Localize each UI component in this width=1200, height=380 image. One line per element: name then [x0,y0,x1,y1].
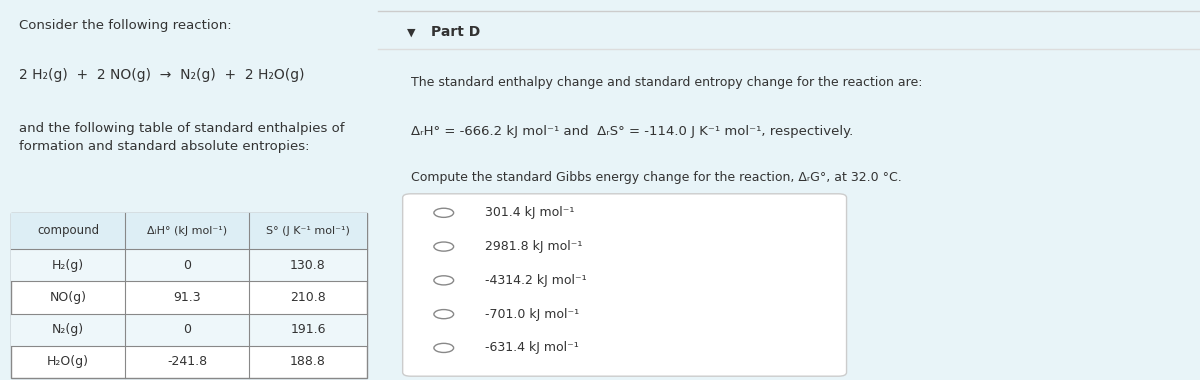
Text: 2 H₂(g)  +  2 NO(g)  →  N₂(g)  +  2 H₂O(g): 2 H₂(g) + 2 NO(g) → N₂(g) + 2 H₂O(g) [19,68,305,82]
Text: Consider the following reaction:: Consider the following reaction: [19,19,232,32]
Text: -4314.2 kJ mol⁻¹: -4314.2 kJ mol⁻¹ [485,274,587,287]
Text: and the following table of standard enthalpies of
formation and standard absolut: and the following table of standard enth… [19,122,344,153]
Text: 301.4 kJ mol⁻¹: 301.4 kJ mol⁻¹ [485,206,575,219]
Text: -701.0 kJ mol⁻¹: -701.0 kJ mol⁻¹ [485,308,578,321]
Text: compound: compound [37,224,100,238]
FancyBboxPatch shape [11,314,367,346]
Text: H₂(g): H₂(g) [52,258,84,272]
Text: NO(g): NO(g) [49,291,86,304]
FancyBboxPatch shape [11,249,367,281]
Text: 0: 0 [184,258,191,272]
FancyBboxPatch shape [403,194,846,376]
Text: 130.8: 130.8 [290,258,326,272]
Text: The standard enthalpy change and standard entropy change for the reaction are:: The standard enthalpy change and standar… [410,76,923,89]
Text: N₂(g): N₂(g) [52,323,84,336]
Text: 210.8: 210.8 [290,291,326,304]
Text: 0: 0 [184,323,191,336]
Text: 91.3: 91.3 [174,291,202,304]
FancyBboxPatch shape [11,213,367,378]
Text: 2981.8 kJ mol⁻¹: 2981.8 kJ mol⁻¹ [485,240,582,253]
Text: -241.8: -241.8 [167,355,208,369]
Text: ΔᵢH° (kJ mol⁻¹): ΔᵢH° (kJ mol⁻¹) [148,226,227,236]
Text: ▼: ▼ [407,27,415,37]
Text: -631.4 kJ mol⁻¹: -631.4 kJ mol⁻¹ [485,341,578,355]
Text: S° (J K⁻¹ mol⁻¹): S° (J K⁻¹ mol⁻¹) [266,226,350,236]
Text: Part D: Part D [432,25,481,39]
Text: H₂O(g): H₂O(g) [47,355,89,369]
Text: ΔᵣH° = -666.2 kJ mol⁻¹ and  ΔᵣS° = -114.0 J K⁻¹ mol⁻¹, respectively.: ΔᵣH° = -666.2 kJ mol⁻¹ and ΔᵣS° = -114.0… [410,125,853,138]
Text: Compute the standard Gibbs energy change for the reaction, ΔᵣG°, at 32.0 °C.: Compute the standard Gibbs energy change… [410,171,901,184]
Text: 191.6: 191.6 [290,323,325,336]
FancyBboxPatch shape [11,213,367,249]
Text: 188.8: 188.8 [290,355,326,369]
